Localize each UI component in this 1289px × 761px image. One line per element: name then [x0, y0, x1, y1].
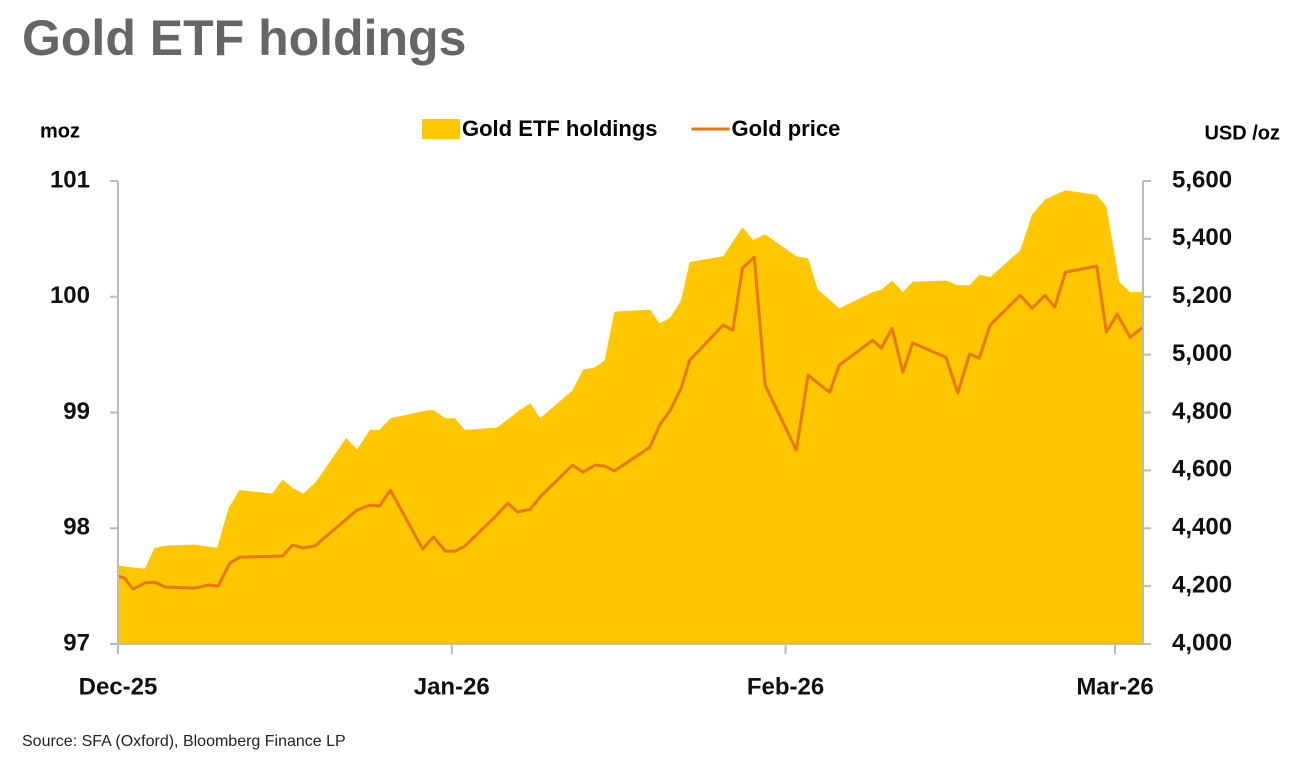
legend-label: Gold ETF holdings: [462, 116, 658, 141]
y2-tick-label: 5,200: [1172, 282, 1232, 309]
y2-tick-label: 5,400: [1172, 224, 1232, 251]
legend-label: Gold price: [732, 116, 841, 141]
chart-title: Gold ETF holdings: [22, 10, 466, 66]
y2-tick-label: 4,600: [1172, 456, 1232, 483]
y2-tick-label: 4,200: [1172, 571, 1232, 598]
y2-axis-label: USD /oz: [1204, 122, 1280, 144]
legend-swatch: [422, 119, 460, 139]
y-tick-label: 99: [63, 398, 90, 425]
y2-tick-label: 4,400: [1172, 514, 1232, 541]
y2-tick-label: 5,600: [1172, 166, 1232, 193]
x-tick-label: Dec-25: [79, 673, 158, 700]
y-tick-label: 101: [50, 166, 90, 193]
y2-tick-label: 4,000: [1172, 629, 1232, 656]
y-tick-label: 97: [63, 629, 90, 656]
y-tick-label: 98: [63, 514, 90, 541]
x-tick-label: Jan-26: [414, 673, 490, 700]
y2-tick-label: 5,000: [1172, 340, 1232, 367]
line: [117, 255, 1144, 591]
x-tick-label: Mar-26: [1076, 673, 1153, 700]
y-tick-label: 100: [50, 282, 90, 309]
area: [118, 190, 1143, 644]
y2-tick-label: 4,800: [1172, 398, 1232, 425]
y-axis-label: moz: [40, 120, 80, 142]
x-tick-label: Feb-26: [747, 673, 824, 700]
source-note: Source: SFA (Oxford), Bloomberg Finance …: [22, 733, 346, 750]
